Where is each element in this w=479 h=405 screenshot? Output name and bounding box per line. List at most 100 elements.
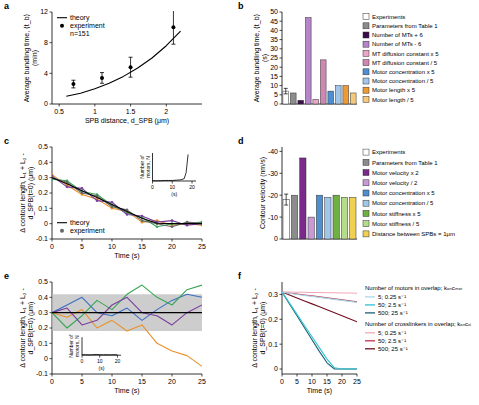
- legend-label: Parameters from Table 1: [372, 160, 438, 166]
- y-tick-label: 0: [44, 355, 48, 362]
- axes: 01020Number ofmotors, N(s): [139, 153, 196, 197]
- line: [282, 292, 357, 302]
- y-tick-label: 0: [44, 220, 48, 227]
- x-tick: [59, 104, 60, 107]
- legend-swatch: [363, 180, 369, 186]
- x-tick-label: 25: [198, 243, 206, 250]
- line: [66, 31, 180, 96]
- point: [171, 219, 174, 222]
- y-tick-label: 0.4: [38, 159, 48, 166]
- bar: [308, 217, 314, 239]
- legend-label: Motor length / 5: [372, 97, 414, 103]
- x-tick: [94, 104, 95, 107]
- legend-swatch: [363, 41, 369, 47]
- legend-label: Distance between SPBs = 1μm: [372, 231, 455, 237]
- legend-swatch: [363, 50, 369, 56]
- bar: [335, 86, 341, 104]
- point: [71, 82, 75, 86]
- legend-swatch: [365, 296, 375, 297]
- bar: [300, 158, 306, 239]
- text-line: Δ contour length, L₁ + L₂ -: [19, 153, 27, 233]
- y-tick: [50, 297, 53, 298]
- line: [52, 178, 202, 224]
- x-tick: [82, 374, 83, 377]
- legend-label: 50; 2.5 s⁻¹: [378, 338, 406, 344]
- y-axis-title: Δ contour length, L₁ + L₂ -d_SPB(t=0) (μ…: [19, 153, 35, 233]
- y-tick-label: 0.2: [38, 189, 48, 196]
- legend-swatch: [363, 87, 369, 93]
- axes: 048120.511.52Average bundling time, ⟨t_b…: [23, 8, 202, 125]
- error-bar: [284, 194, 288, 205]
- bar: [350, 93, 356, 104]
- y-tick-label: 12: [40, 8, 48, 15]
- x-tick-label: 20: [168, 378, 176, 385]
- axes: 01020Number ofmotors, N(s): [68, 334, 121, 371]
- y-tick-label: 0.3: [38, 309, 48, 316]
- line: [282, 292, 357, 322]
- y-tick-label: 15: [270, 73, 278, 80]
- y-tick: [50, 193, 53, 194]
- x-tick-label: 20: [168, 243, 176, 250]
- x-tick-label: 1.5: [126, 108, 136, 115]
- y-tick: [280, 104, 283, 105]
- y-tick: [50, 328, 53, 329]
- y-tick-label: 35: [270, 36, 278, 43]
- panel-letter: d: [238, 136, 244, 146]
- legend-swatch: [363, 96, 369, 102]
- axes: -0.100.10.20.30.40.50510152025Δ contour …: [19, 143, 206, 260]
- y-tick-label: 8: [44, 39, 48, 46]
- text-line: motors, N: [74, 335, 80, 357]
- annotation: n=151: [70, 30, 90, 37]
- error-bar: [284, 88, 288, 94]
- axes: 0-10-20-30-40Contour velocity (nm/s): [259, 147, 357, 242]
- y-axis-title: Contour velocity (nm/s): [259, 157, 267, 229]
- y-tick-label: -30: [268, 170, 278, 177]
- y-tick: [280, 85, 283, 86]
- x-tick: [357, 374, 358, 377]
- legend-swatch: [363, 23, 369, 29]
- y-tick-label: -0.1: [36, 370, 48, 377]
- point: [100, 76, 104, 80]
- figure: a048120.511.52Average bundling time, ⟨t_…: [0, 0, 479, 405]
- y-tick-label: -10: [268, 214, 278, 221]
- legend-label: theory: [70, 14, 90, 22]
- x-tick: [142, 239, 143, 242]
- y-axis-title: Δ contour length, L₁ + L₂ -d_SPB(t=0) (μ…: [19, 288, 35, 368]
- bar: [320, 60, 326, 104]
- y-tick: [280, 217, 283, 218]
- axes: -0.100.10.20.30.40.50510152025Δ contour …: [19, 278, 206, 395]
- legend: theoryexperimentn=151: [57, 14, 105, 37]
- panel-letter: c: [4, 136, 9, 146]
- legend-swatch: [365, 348, 375, 349]
- y-tick: [280, 319, 283, 320]
- legend-swatch: [363, 149, 369, 155]
- line: [82, 354, 117, 355]
- y-tick-label: 10: [270, 82, 278, 89]
- legend-swatch: [363, 231, 369, 237]
- text-line: Number of crosslinkers in overlap; kₒₙcₓ…: [365, 321, 471, 327]
- y-tick: [280, 76, 283, 77]
- y-tick: [280, 151, 283, 152]
- legend-swatch: [365, 332, 375, 333]
- x-tick-label: 0: [280, 378, 284, 385]
- legend-swatch: [363, 60, 369, 66]
- y-axis: [152, 153, 153, 181]
- y-axis-title: Average bundling time, ⟨t_b⟩(s): [253, 13, 269, 102]
- y-tick-label: 4: [44, 70, 48, 77]
- x-tick: [112, 374, 113, 377]
- bar: [298, 100, 304, 104]
- legend-label: Motor velocity / 2: [372, 180, 418, 186]
- legend-label: MT diffusion constant / 5: [372, 60, 438, 66]
- legend-swatch: [57, 222, 67, 223]
- text-line: Average bundling time, ⟨t_b⟩: [253, 13, 261, 102]
- line: [153, 154, 189, 180]
- y-tick: [50, 343, 53, 344]
- text-line: Average bundling time, ⟨t_b⟩: [23, 13, 31, 102]
- bar: [325, 197, 331, 239]
- line: [52, 297, 202, 325]
- y-tick-label: 0.2: [268, 316, 278, 323]
- legend-label: Motor concentration x 5: [372, 190, 435, 196]
- y-tick-label: 45: [270, 18, 278, 25]
- error-band: [52, 294, 202, 331]
- y-tick-label: 0.5: [38, 143, 48, 150]
